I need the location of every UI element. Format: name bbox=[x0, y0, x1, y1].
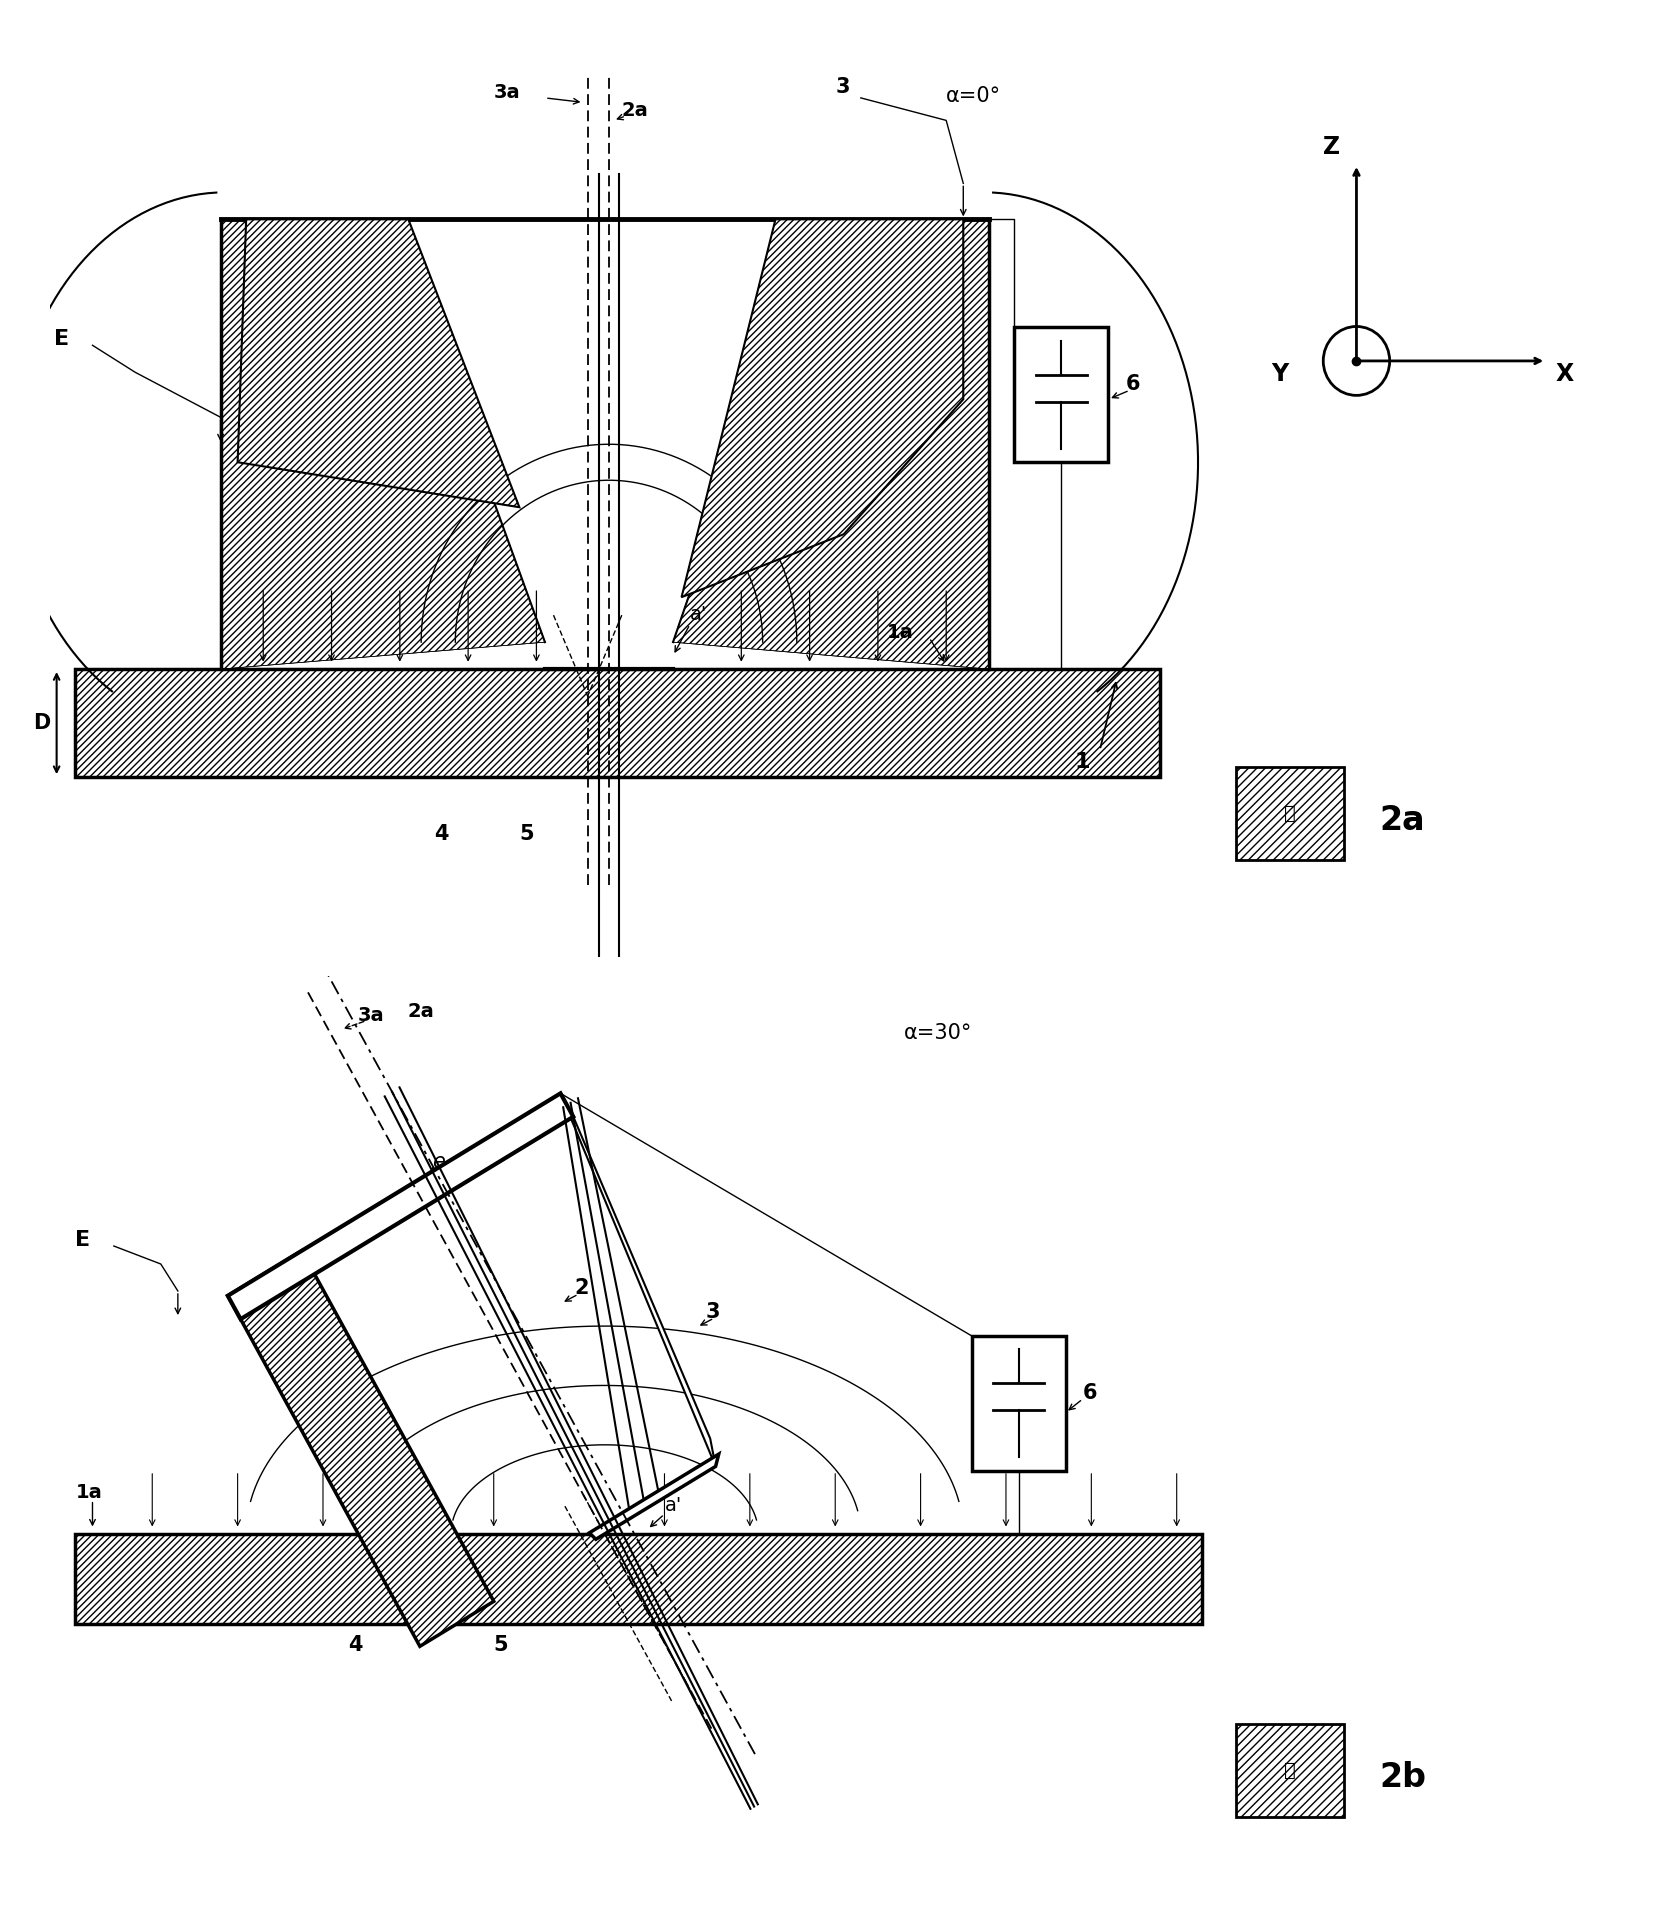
Bar bbox=[971, 1336, 1066, 1470]
Bar bbox=[75, 670, 1160, 777]
Text: 2: 2 bbox=[574, 1279, 589, 1298]
Bar bbox=[1237, 766, 1345, 859]
Text: 3: 3 bbox=[706, 1302, 720, 1323]
Text: 5: 5 bbox=[520, 825, 535, 844]
Polygon shape bbox=[589, 1455, 719, 1539]
Text: 4: 4 bbox=[433, 825, 448, 844]
Text: X: X bbox=[1555, 362, 1574, 385]
Text: 5: 5 bbox=[493, 1635, 508, 1656]
Text: 2b: 2b bbox=[1379, 1761, 1428, 1793]
Text: E: E bbox=[75, 1231, 91, 1250]
Polygon shape bbox=[682, 220, 963, 597]
Bar bbox=[1237, 1723, 1345, 1818]
Bar bbox=[1237, 766, 1345, 859]
Polygon shape bbox=[561, 1093, 715, 1466]
Text: 2a: 2a bbox=[622, 101, 649, 121]
Polygon shape bbox=[227, 1250, 493, 1646]
Text: a': a' bbox=[664, 1497, 682, 1516]
Text: α=0°: α=0° bbox=[946, 86, 1001, 107]
Bar bbox=[1014, 327, 1109, 461]
Text: Z: Z bbox=[1323, 136, 1340, 159]
Text: 2a: 2a bbox=[1379, 804, 1426, 836]
Text: 1a: 1a bbox=[75, 1483, 103, 1502]
Text: Y: Y bbox=[1272, 362, 1288, 385]
Bar bbox=[1237, 1723, 1345, 1818]
Text: 1a: 1a bbox=[886, 622, 913, 641]
Text: 3: 3 bbox=[835, 77, 850, 98]
Text: 4: 4 bbox=[349, 1635, 364, 1656]
Text: α=30°: α=30° bbox=[903, 1024, 971, 1043]
Polygon shape bbox=[227, 1093, 573, 1319]
Text: 6: 6 bbox=[1125, 375, 1140, 394]
Text: 图: 图 bbox=[1285, 1761, 1296, 1780]
Text: e: e bbox=[432, 1152, 445, 1171]
Polygon shape bbox=[221, 220, 544, 670]
Text: 3a: 3a bbox=[493, 82, 520, 101]
Polygon shape bbox=[237, 220, 520, 507]
Bar bbox=[75, 670, 1160, 777]
Bar bbox=[75, 1533, 1202, 1623]
Bar bbox=[75, 1533, 1202, 1623]
Text: 图: 图 bbox=[1285, 804, 1296, 823]
Text: 3a: 3a bbox=[359, 1005, 385, 1024]
Text: E: E bbox=[55, 329, 70, 348]
Text: a': a' bbox=[691, 605, 707, 624]
Text: 1: 1 bbox=[1074, 752, 1089, 771]
Text: D: D bbox=[33, 714, 50, 733]
Polygon shape bbox=[672, 220, 989, 670]
Text: 6: 6 bbox=[1082, 1384, 1097, 1403]
Text: 2a: 2a bbox=[408, 1001, 435, 1020]
